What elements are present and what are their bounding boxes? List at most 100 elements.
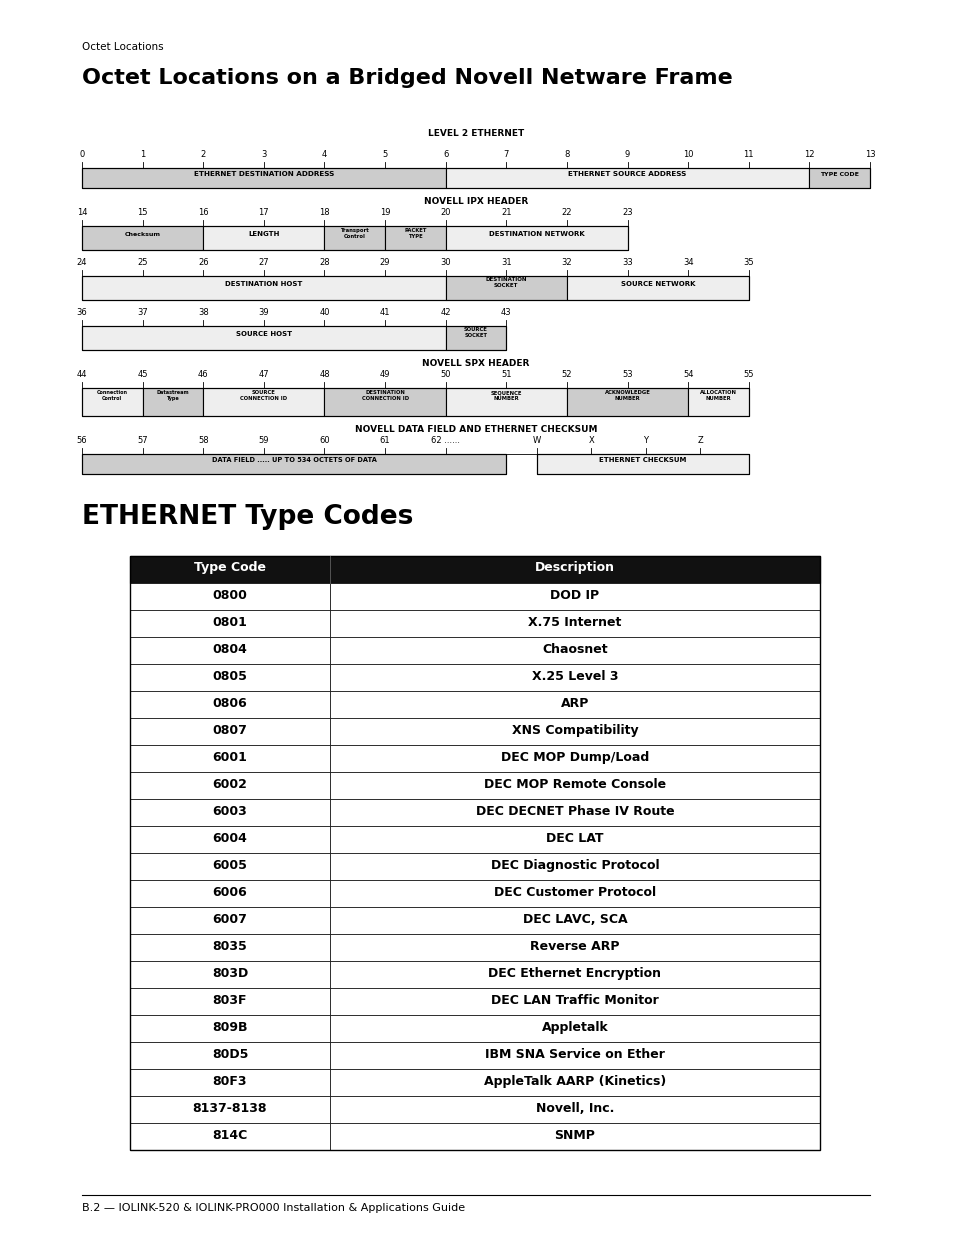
Bar xyxy=(330,745,820,772)
Text: 6002: 6002 xyxy=(213,778,247,790)
Text: DEC MOP Remote Console: DEC MOP Remote Console xyxy=(483,778,665,790)
Text: 14: 14 xyxy=(76,207,87,217)
Bar xyxy=(130,692,330,718)
Text: 6003: 6003 xyxy=(213,805,247,818)
Text: 0804: 0804 xyxy=(213,643,247,656)
Bar xyxy=(130,799,330,826)
Text: 57: 57 xyxy=(137,436,148,445)
Bar xyxy=(130,988,330,1015)
Text: 50: 50 xyxy=(440,370,451,379)
Text: 80D5: 80D5 xyxy=(212,1049,248,1061)
Bar xyxy=(82,275,748,300)
Bar xyxy=(330,583,820,610)
Text: 19: 19 xyxy=(379,207,390,217)
Text: 37: 37 xyxy=(137,308,148,317)
Text: 6001: 6001 xyxy=(213,751,247,764)
Bar xyxy=(330,906,820,934)
Bar xyxy=(82,388,748,416)
Text: SNMP: SNMP xyxy=(554,1129,595,1142)
Text: ACKNOWLEDGE
NUMBER: ACKNOWLEDGE NUMBER xyxy=(604,390,650,401)
Bar xyxy=(203,388,324,416)
Bar xyxy=(130,1123,330,1150)
Bar xyxy=(130,1070,330,1095)
Text: 8: 8 xyxy=(563,149,569,159)
Text: 2: 2 xyxy=(200,149,206,159)
Bar xyxy=(330,934,820,961)
Text: Chaosnet: Chaosnet xyxy=(541,643,607,656)
Text: 31: 31 xyxy=(500,258,511,267)
Text: 51: 51 xyxy=(500,370,511,379)
Text: 59: 59 xyxy=(258,436,269,445)
Text: 4: 4 xyxy=(321,149,327,159)
Bar xyxy=(330,881,820,906)
Bar xyxy=(130,745,330,772)
Text: 52: 52 xyxy=(561,370,572,379)
Text: 0800: 0800 xyxy=(213,589,247,601)
Bar xyxy=(203,226,324,249)
Text: 10: 10 xyxy=(682,149,693,159)
Bar xyxy=(142,388,203,416)
Text: 43: 43 xyxy=(500,308,511,317)
Text: 36: 36 xyxy=(76,308,88,317)
Bar xyxy=(330,772,820,799)
Bar xyxy=(330,1123,820,1150)
Text: 54: 54 xyxy=(682,370,693,379)
Text: 6007: 6007 xyxy=(213,913,247,926)
Bar xyxy=(82,226,627,249)
Text: X.25 Level 3: X.25 Level 3 xyxy=(531,671,618,683)
Bar xyxy=(808,168,869,188)
Text: 23: 23 xyxy=(621,207,632,217)
Text: 24: 24 xyxy=(76,258,87,267)
Text: 803F: 803F xyxy=(213,994,247,1007)
Text: 60: 60 xyxy=(319,436,330,445)
Text: 35: 35 xyxy=(742,258,753,267)
Bar xyxy=(130,556,820,583)
Text: 8137-8138: 8137-8138 xyxy=(193,1102,267,1115)
Text: Datastream
Type: Datastream Type xyxy=(156,390,189,401)
Text: DEC Diagnostic Protocol: DEC Diagnostic Protocol xyxy=(490,860,659,872)
Bar xyxy=(130,718,330,745)
Bar xyxy=(82,168,869,188)
Text: 58: 58 xyxy=(197,436,209,445)
Text: DESTINATION
CONNECTION ID: DESTINATION CONNECTION ID xyxy=(361,390,408,401)
Bar xyxy=(536,454,748,474)
Text: 16: 16 xyxy=(197,207,209,217)
Text: 0805: 0805 xyxy=(213,671,247,683)
Text: X.75 Internet: X.75 Internet xyxy=(528,616,621,629)
Text: 26: 26 xyxy=(197,258,209,267)
Bar xyxy=(130,1015,330,1042)
Text: 809B: 809B xyxy=(212,1021,248,1034)
Text: 17: 17 xyxy=(258,207,269,217)
Text: 34: 34 xyxy=(682,258,693,267)
Text: 38: 38 xyxy=(197,308,209,317)
Bar xyxy=(566,388,687,416)
Bar xyxy=(82,454,506,474)
Text: Appletalk: Appletalk xyxy=(541,1021,608,1034)
Text: DEC LAVC, SCA: DEC LAVC, SCA xyxy=(522,913,627,926)
Text: SOURCE HOST: SOURCE HOST xyxy=(235,331,292,337)
Bar xyxy=(130,583,330,610)
Bar xyxy=(330,961,820,988)
Text: LEVEL 2 ETHERNET: LEVEL 2 ETHERNET xyxy=(428,128,523,138)
Text: ETHERNET SOURCE ADDRESS: ETHERNET SOURCE ADDRESS xyxy=(568,170,686,177)
Text: DEC Customer Protocol: DEC Customer Protocol xyxy=(494,885,656,899)
Bar xyxy=(130,1042,330,1070)
Bar xyxy=(130,934,330,961)
Bar xyxy=(82,326,506,350)
Text: ARP: ARP xyxy=(560,697,589,710)
Text: 80F3: 80F3 xyxy=(213,1074,247,1088)
Text: Transport
Control: Transport Control xyxy=(340,228,369,238)
Text: 8035: 8035 xyxy=(213,940,247,953)
Text: 6004: 6004 xyxy=(213,832,247,845)
Text: IBM SNA Service on Ether: IBM SNA Service on Ether xyxy=(484,1049,664,1061)
Bar xyxy=(130,664,330,692)
Text: ETHERNET Type Codes: ETHERNET Type Codes xyxy=(82,504,413,530)
Text: 55: 55 xyxy=(742,370,753,379)
Text: DEC LAT: DEC LAT xyxy=(546,832,603,845)
Text: DESTINATION HOST: DESTINATION HOST xyxy=(225,282,302,287)
Text: Reverse ARP: Reverse ARP xyxy=(530,940,619,953)
Text: NOVELL IPX HEADER: NOVELL IPX HEADER xyxy=(423,198,528,206)
Text: Description: Description xyxy=(535,561,615,574)
Bar xyxy=(324,388,445,416)
Bar xyxy=(445,226,627,249)
